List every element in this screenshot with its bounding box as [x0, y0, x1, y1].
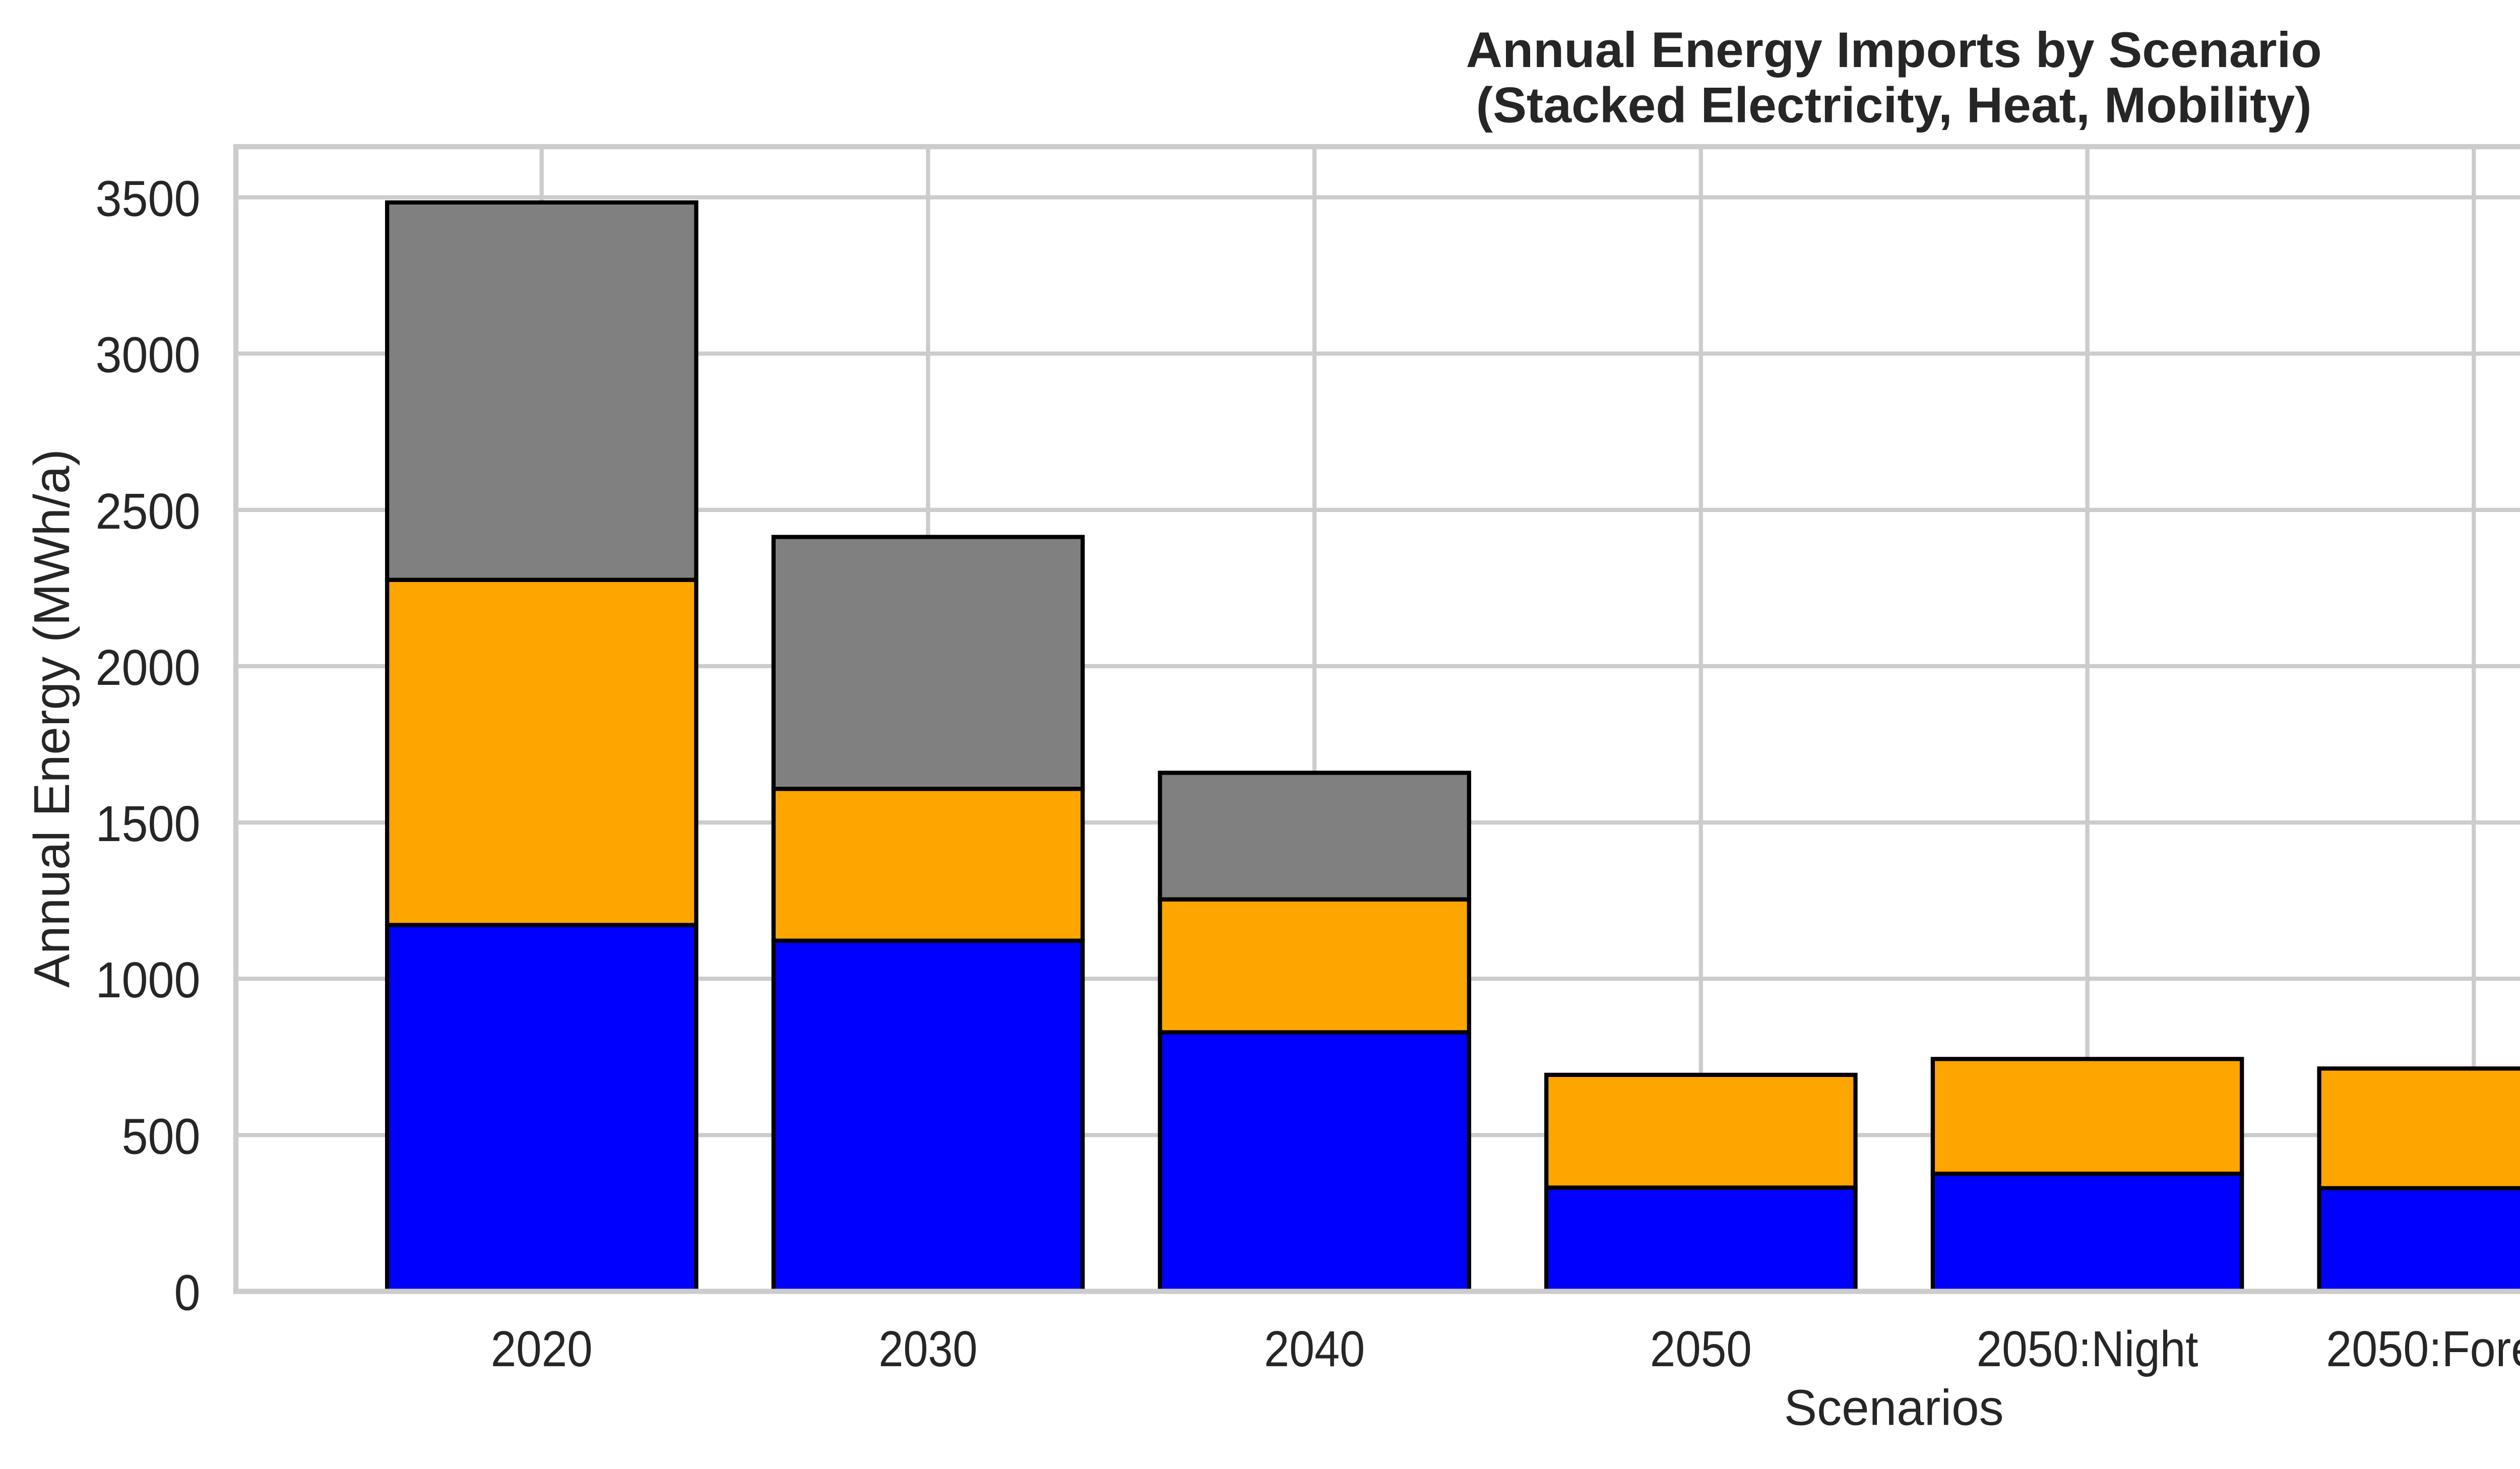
- svg-text:2500: 2500: [96, 483, 201, 540]
- svg-text:Annual Energy (MWh/a): Annual Energy (MWh/a): [24, 449, 80, 988]
- svg-text:2050:Night: 2050:Night: [1977, 1321, 2198, 1377]
- svg-text:2000: 2000: [96, 640, 201, 696]
- svg-text:2050: 2050: [1650, 1321, 1752, 1377]
- svg-text:Scenarios: Scenarios: [1784, 1380, 2004, 1436]
- svg-text:2050:Forecast: 2050:Forecast: [2326, 1321, 2520, 1377]
- svg-text:2040: 2040: [1264, 1321, 1365, 1377]
- svg-text:1500: 1500: [96, 796, 201, 852]
- svg-text:Annual Energy Imports by Scena: Annual Energy Imports by Scenario: [1466, 22, 2322, 78]
- svg-text:500: 500: [122, 1108, 201, 1165]
- svg-text:0: 0: [174, 1265, 201, 1321]
- svg-text:2030: 2030: [878, 1321, 977, 1377]
- svg-text:(Stacked Electricity, Heat, Mo: (Stacked Electricity, Heat, Mobility): [1476, 77, 2312, 133]
- svg-text:3000: 3000: [96, 327, 201, 384]
- svg-text:2020: 2020: [491, 1321, 593, 1377]
- svg-text:1000: 1000: [96, 952, 201, 1008]
- svg-text:3500: 3500: [96, 171, 201, 227]
